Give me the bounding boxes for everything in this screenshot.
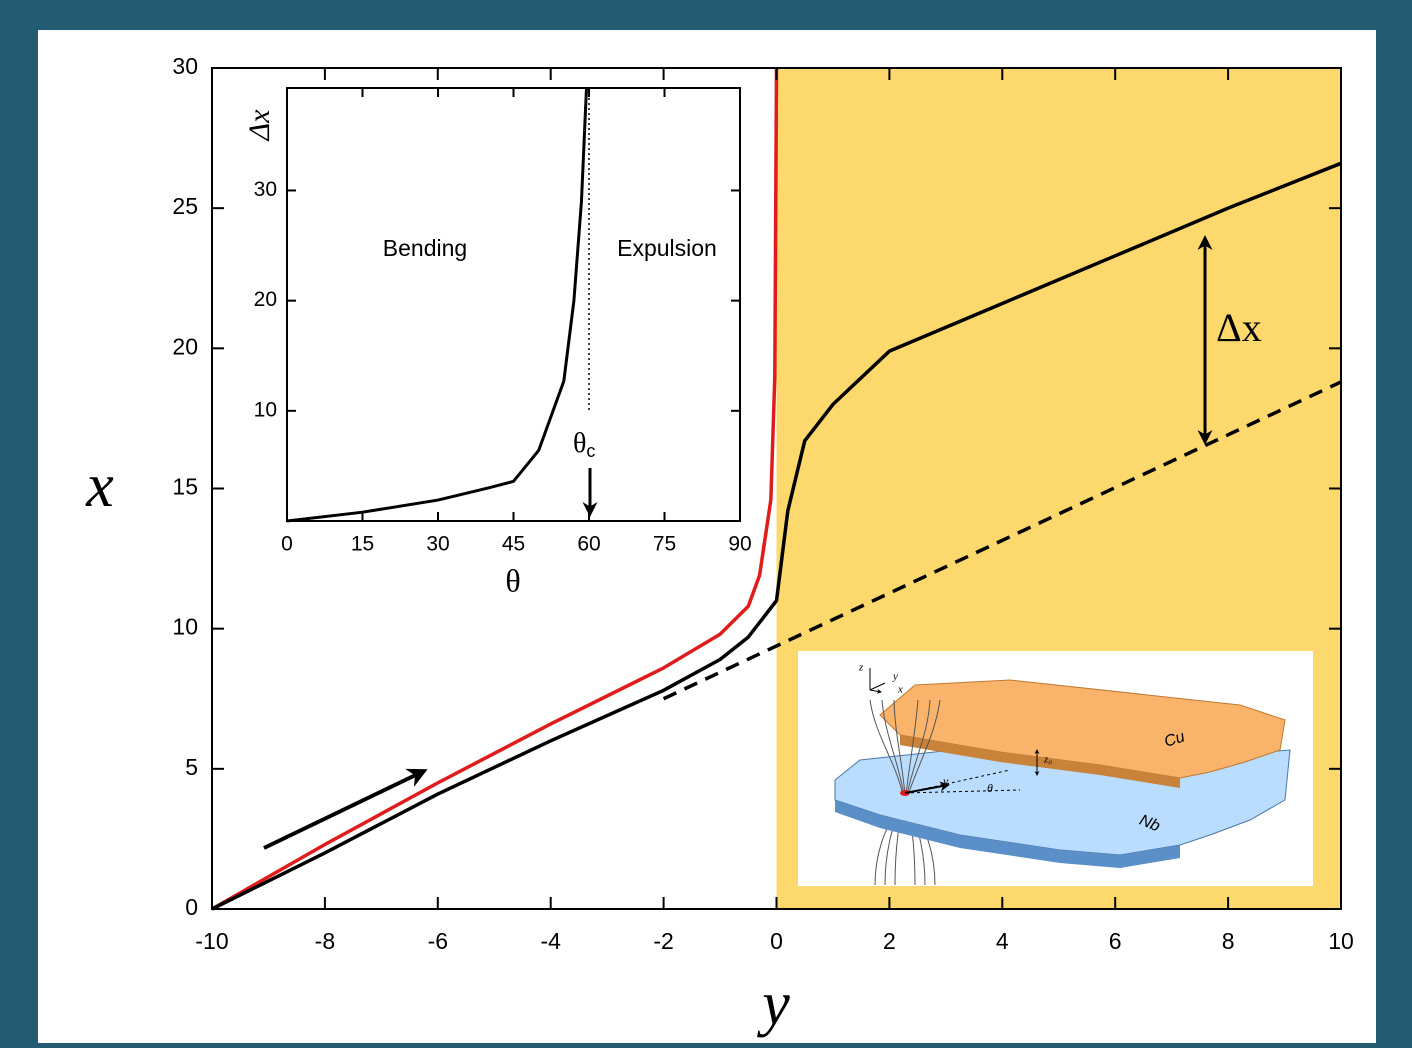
region-label: Bending	[383, 235, 467, 261]
x-axis-label: y	[756, 970, 790, 1038]
x-tick-label: 4	[996, 928, 1009, 954]
y-tick-label: 10	[254, 398, 277, 421]
y-tick-label: 20	[172, 333, 198, 359]
x-tick-label: 45	[502, 533, 525, 556]
x-axis-label: θ	[505, 562, 520, 598]
region-label: Expulsion	[617, 235, 717, 261]
x-tick-label: 0	[281, 533, 293, 556]
schematic-label: z	[858, 662, 864, 674]
critical-symbol: θ	[573, 428, 586, 459]
x-tick-label: 60	[577, 533, 600, 556]
x-tick-label: 90	[728, 533, 751, 556]
y-tick-label: 30	[254, 178, 277, 201]
y-tick-label: 20	[254, 288, 277, 311]
y-tick-label: 25	[172, 193, 198, 219]
schematic-label: z₀	[1043, 754, 1052, 766]
x-tick-label: -8	[315, 928, 335, 954]
x-tick-label: -2	[653, 928, 673, 954]
y-axis-label: x	[85, 452, 114, 520]
schematic-label: x	[897, 684, 903, 696]
x-tick-label: -6	[428, 928, 448, 954]
plot-area	[287, 88, 740, 521]
x-tick-label: 0	[770, 928, 783, 954]
figure: -10-8-6-4-20246810051015202530yxΔx 01530…	[0, 0, 1412, 1043]
schematic-label: v	[943, 774, 949, 788]
x-tick-label: 8	[1222, 928, 1235, 954]
x-tick-label: -4	[540, 928, 561, 954]
x-tick-label: 15	[351, 533, 374, 556]
y-axis-label: Δx	[243, 109, 276, 142]
y-tick-label: 15	[172, 474, 198, 500]
y-tick-label: 30	[172, 53, 198, 79]
x-tick-label: 2	[883, 928, 896, 954]
schematic-label: y	[892, 671, 898, 683]
x-tick-label: -10	[195, 928, 228, 954]
x-tick-label: 6	[1109, 928, 1122, 954]
y-tick-label: 10	[172, 614, 198, 640]
schematic-label: θ	[987, 781, 993, 795]
x-tick-label: 10	[1328, 928, 1354, 954]
x-tick-label: 30	[426, 533, 449, 556]
y-tick-label: 5	[185, 754, 198, 780]
y-tick-label: 0	[185, 894, 198, 920]
x-tick-label: 75	[653, 533, 676, 556]
critical-subscript: c	[586, 441, 595, 461]
annotation: Δx	[1216, 305, 1262, 350]
